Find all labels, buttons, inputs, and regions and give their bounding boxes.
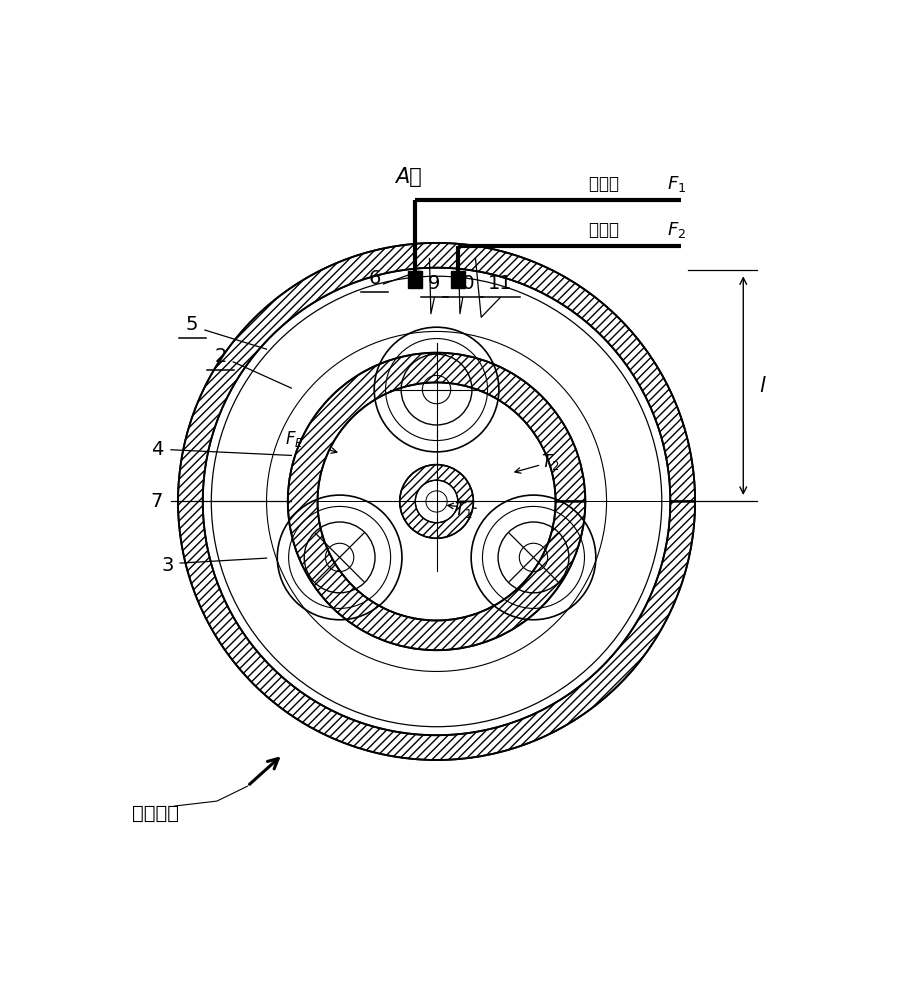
Text: $T_1$: $T_1$	[454, 500, 473, 520]
Polygon shape	[178, 243, 696, 760]
Text: 力信号: 力信号	[589, 221, 624, 239]
Text: 2: 2	[214, 347, 227, 366]
Text: $F_1$: $F_1$	[667, 174, 686, 194]
Text: 5: 5	[186, 315, 198, 334]
Text: 10: 10	[451, 274, 475, 293]
Text: 7: 7	[151, 492, 163, 511]
Text: $T_2$: $T_2$	[541, 452, 559, 472]
Text: 6: 6	[368, 269, 381, 288]
Bar	[409, 271, 422, 288]
Text: 4: 4	[151, 440, 163, 459]
Text: 力信号: 力信号	[589, 175, 624, 193]
Text: 3: 3	[161, 556, 174, 575]
Text: A向: A向	[395, 167, 421, 187]
Polygon shape	[399, 465, 473, 538]
Text: $F_E$: $F_E$	[285, 429, 304, 449]
Text: 9: 9	[429, 274, 441, 293]
Text: $l$: $l$	[760, 376, 767, 396]
Polygon shape	[288, 353, 585, 650]
Text: $F_2$: $F_2$	[667, 220, 686, 240]
Text: 车轮旋向: 车轮旋向	[132, 804, 179, 823]
Bar	[451, 271, 465, 288]
Text: 11: 11	[488, 274, 513, 293]
